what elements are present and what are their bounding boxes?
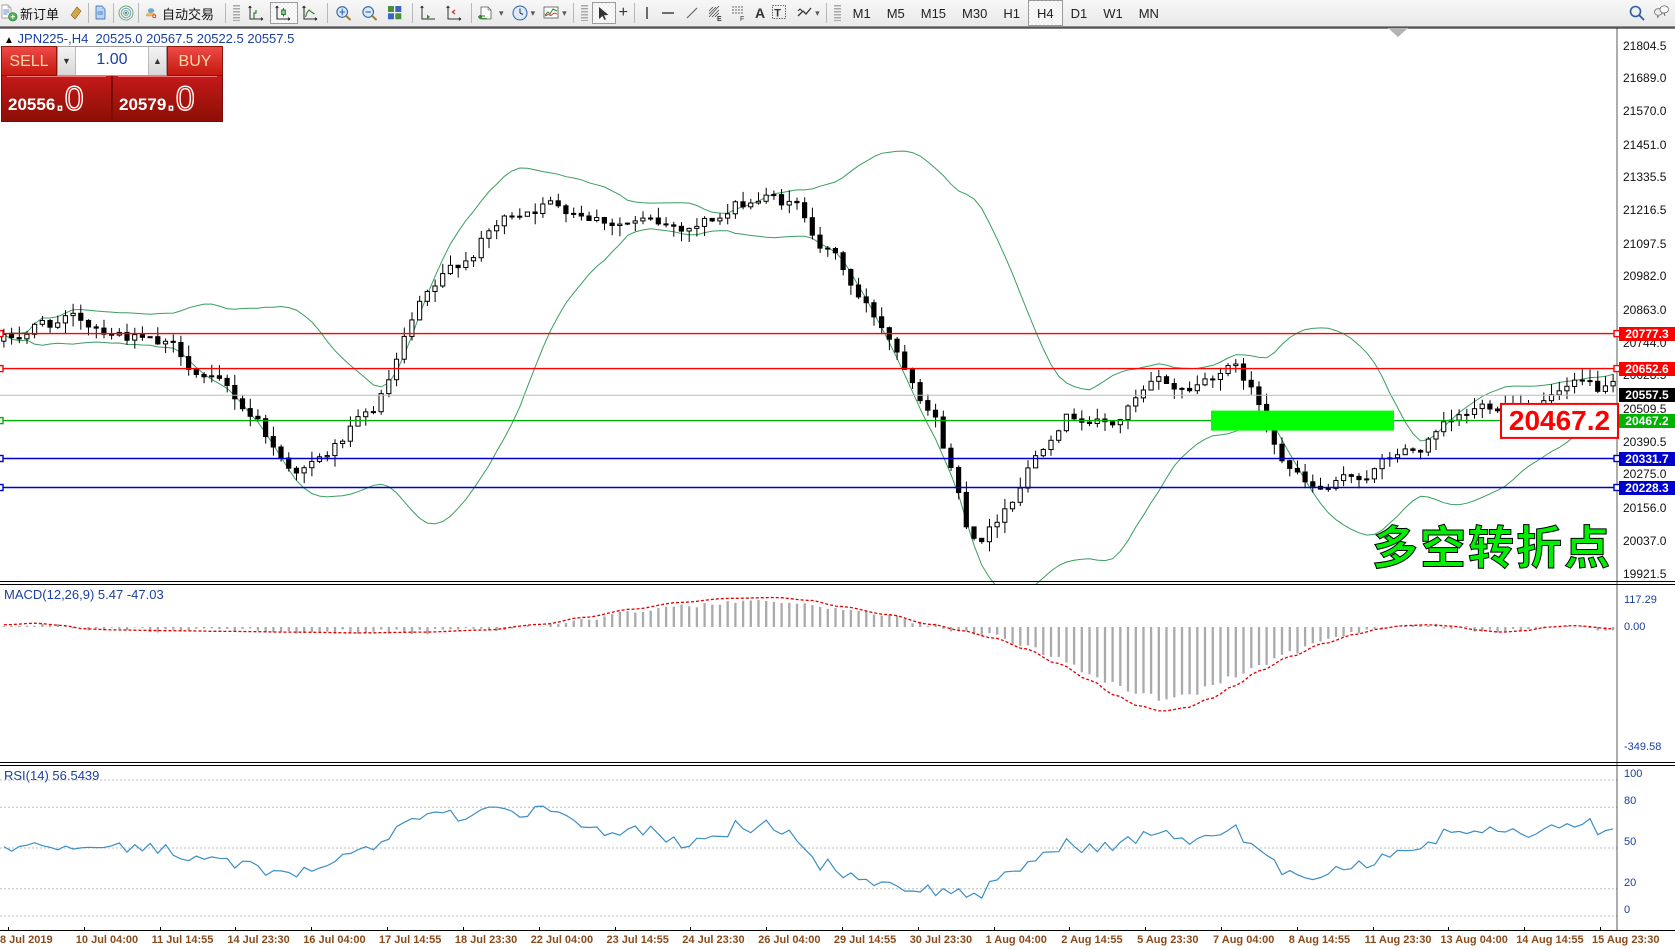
svg-text:F: F xyxy=(740,16,744,22)
svg-text:多空转折点: 多空转折点 xyxy=(1372,522,1612,574)
svg-text:T: T xyxy=(774,8,781,20)
svg-text:E: E xyxy=(717,16,722,22)
